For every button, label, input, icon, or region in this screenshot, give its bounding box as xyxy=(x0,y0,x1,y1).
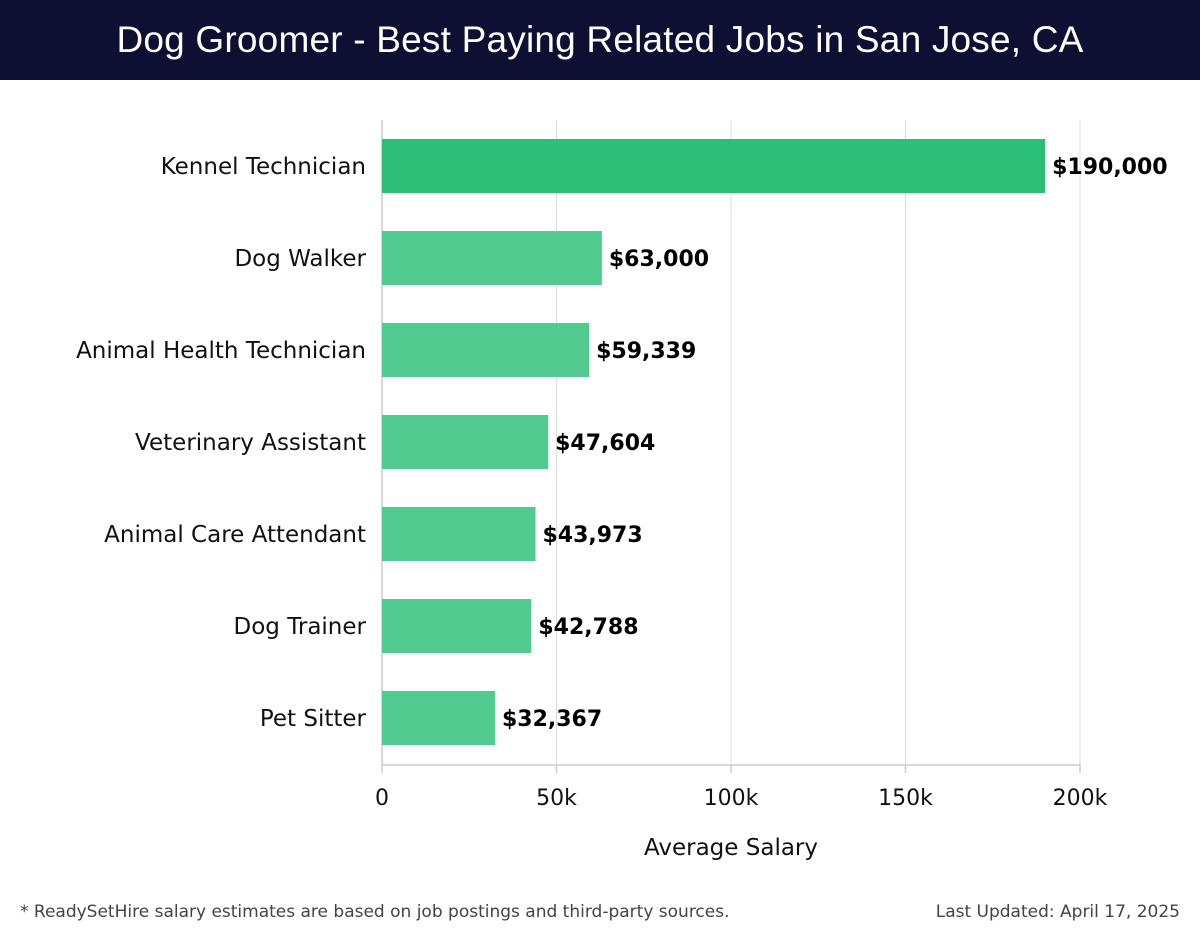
bar xyxy=(382,691,495,745)
bar xyxy=(382,507,536,561)
footnote: * ReadySetHire salary estimates are base… xyxy=(20,902,730,922)
category-label: Dog Trainer xyxy=(234,614,367,640)
x-tick-label: 100k xyxy=(704,786,759,811)
data-label: $190,000 xyxy=(1052,155,1168,180)
bar xyxy=(382,599,532,653)
bar xyxy=(382,139,1046,193)
category-label: Kennel Technician xyxy=(161,154,366,180)
bar xyxy=(382,323,590,377)
chart-title: Dog Groomer - Best Paying Related Jobs i… xyxy=(116,19,1084,60)
x-axis-title: Average Salary xyxy=(644,835,818,861)
data-label: $59,339 xyxy=(596,339,696,364)
data-label: $63,000 xyxy=(609,247,709,272)
x-tick-label: 0 xyxy=(375,786,389,811)
bar xyxy=(382,231,602,285)
x-tick-label: 200k xyxy=(1053,786,1108,811)
data-label: $47,604 xyxy=(555,431,655,456)
data-label: $43,973 xyxy=(542,523,642,548)
data-label: $32,367 xyxy=(502,707,602,732)
category-label: Animal Care Attendant xyxy=(104,522,366,548)
x-tick-label: 50k xyxy=(536,786,577,811)
bar-chart: 0 50k 100k 150k 200k Average Salary Kennel Tec… xyxy=(76,120,1168,861)
chart-header: Dog Groomer - Best Paying Related Jobs i… xyxy=(0,0,1200,80)
data-label: $42,788 xyxy=(538,615,638,640)
category-label: Pet Sitter xyxy=(260,706,367,732)
bar xyxy=(382,415,549,469)
category-label: Dog Walker xyxy=(234,246,366,272)
category-label: Veterinary Assistant xyxy=(135,430,366,456)
last-updated: Last Updated: April 17, 2025 xyxy=(935,902,1180,922)
category-label: Animal Health Technician xyxy=(76,338,366,364)
x-tick-label: 150k xyxy=(878,786,933,811)
